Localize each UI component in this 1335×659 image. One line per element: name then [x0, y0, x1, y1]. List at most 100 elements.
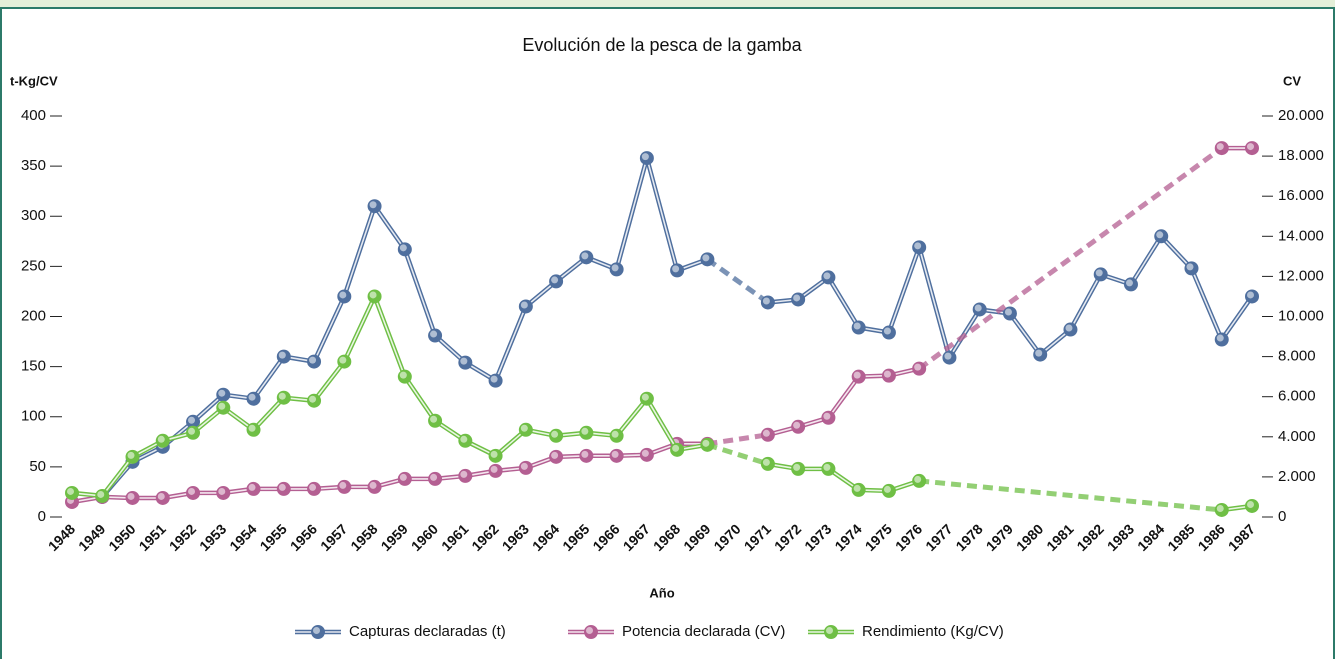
marker-shine [188, 416, 196, 424]
series [65, 141, 1259, 509]
x-tick-label: 1980 [1013, 521, 1046, 554]
x-tick-label: 1977 [922, 521, 955, 554]
y2-tick-label: 4.000 [1278, 428, 1316, 445]
marker-shine [430, 473, 438, 481]
marker-shine [551, 451, 559, 459]
marker-shine [157, 435, 165, 443]
marker-shine [581, 252, 589, 260]
legend-label: Potencia declarada (CV) [622, 623, 785, 640]
y-tick-label: 350 [21, 157, 46, 174]
marker-shine [520, 424, 528, 432]
marker-shine [823, 272, 831, 280]
marker-shine [641, 449, 649, 457]
marker-shine [67, 487, 74, 495]
y-tick-label: 0 [38, 508, 46, 525]
x-tick-label: 1954 [226, 521, 259, 554]
marker-shine [853, 484, 861, 492]
marker-shine [1216, 504, 1224, 512]
marker-shine [218, 402, 226, 410]
x-tick-label: 1975 [862, 521, 895, 554]
x-tick-label: 1982 [1073, 521, 1106, 554]
x-tick-label: 1961 [438, 521, 471, 554]
x-tick-label: 1949 [75, 521, 108, 554]
x-tick-label: 1983 [1104, 521, 1137, 554]
marker-shine [460, 435, 468, 443]
x-tick-label: 1972 [771, 521, 804, 554]
x-tick-label: 1976 [892, 521, 925, 554]
legend-item: Rendimiento (Kg/CV) [808, 623, 1004, 640]
marker-shine [672, 265, 680, 273]
marker-shine [490, 450, 498, 458]
marker-shine [520, 462, 528, 470]
marker-shine [490, 465, 498, 473]
y2-tick-label: 12.000 [1278, 267, 1324, 284]
gap-bridge [706, 442, 769, 467]
gap-bridge [918, 478, 1222, 513]
marker-shine [157, 492, 165, 500]
x-tick-label: 1952 [166, 521, 199, 554]
x-tick-label: 1960 [408, 521, 441, 554]
marker-shine [611, 264, 619, 272]
marker-shine [1004, 308, 1012, 316]
y-tick-label: 300 [21, 207, 46, 224]
y2-tick-label: 18.000 [1278, 147, 1324, 164]
marker-shine [823, 412, 831, 420]
marker-shine [248, 393, 256, 401]
x-tick-label: 1967 [620, 521, 653, 554]
y-tick-label: 200 [21, 307, 46, 324]
marker-shine [883, 485, 891, 493]
marker-shine [460, 357, 468, 365]
marker-shine [369, 201, 377, 209]
y2-tick-label: 6.000 [1278, 388, 1316, 405]
marker-shine [581, 427, 589, 435]
marker-shine [218, 487, 226, 495]
x-tick-label: 1964 [529, 521, 562, 554]
y-axis-title: t-Kg/CV [10, 73, 58, 88]
x-tick-label: 1958 [347, 521, 380, 554]
marker-shine [1186, 263, 1194, 271]
x-tick-label: 1985 [1164, 521, 1197, 554]
marker-shine [278, 483, 286, 491]
legend-marker-shine [826, 627, 833, 634]
marker-shine [1095, 269, 1103, 277]
y-tick-label: 50 [29, 458, 46, 475]
marker-shine [641, 393, 649, 401]
marker-shine [793, 421, 801, 429]
x-tick-label: 1966 [589, 521, 622, 554]
marker-shine [97, 490, 105, 498]
x-tick-label: 1950 [105, 521, 138, 554]
marker-shine [339, 356, 347, 364]
marker-shine [460, 470, 468, 478]
x-tick-label: 1973 [801, 521, 834, 554]
y2-tick-label: 14.000 [1278, 227, 1324, 244]
marker-shine [248, 483, 256, 491]
x-tick-label: 1984 [1134, 521, 1167, 554]
marker-shine [702, 439, 710, 447]
x-tick-label: 1971 [741, 521, 774, 554]
marker-shine [1035, 349, 1043, 357]
marker-shine [248, 424, 256, 432]
marker-shine [369, 481, 377, 489]
x-tick-label: 1956 [287, 521, 320, 554]
marker-shine [278, 392, 286, 400]
marker-shine [339, 291, 347, 299]
marker-shine [339, 481, 347, 489]
marker-shine [1125, 279, 1133, 287]
x-tick-label: 1974 [831, 521, 864, 554]
marker-shine [672, 444, 680, 452]
y2-tick-label: 8.000 [1278, 348, 1316, 365]
x-axis-title: Año [649, 585, 674, 600]
marker-shine [1065, 324, 1073, 332]
y-tick-label: 250 [21, 257, 46, 274]
marker-shine [218, 389, 226, 397]
x-tick-label: 1968 [650, 521, 683, 554]
marker-shine [883, 370, 891, 378]
marker-shine [1247, 291, 1254, 299]
marker-shine [188, 427, 196, 435]
marker-shine [793, 463, 801, 471]
x-tick-label: 1953 [196, 521, 229, 554]
marker-shine [278, 351, 286, 359]
marker-shine [430, 415, 438, 423]
marker-shine [762, 458, 770, 466]
